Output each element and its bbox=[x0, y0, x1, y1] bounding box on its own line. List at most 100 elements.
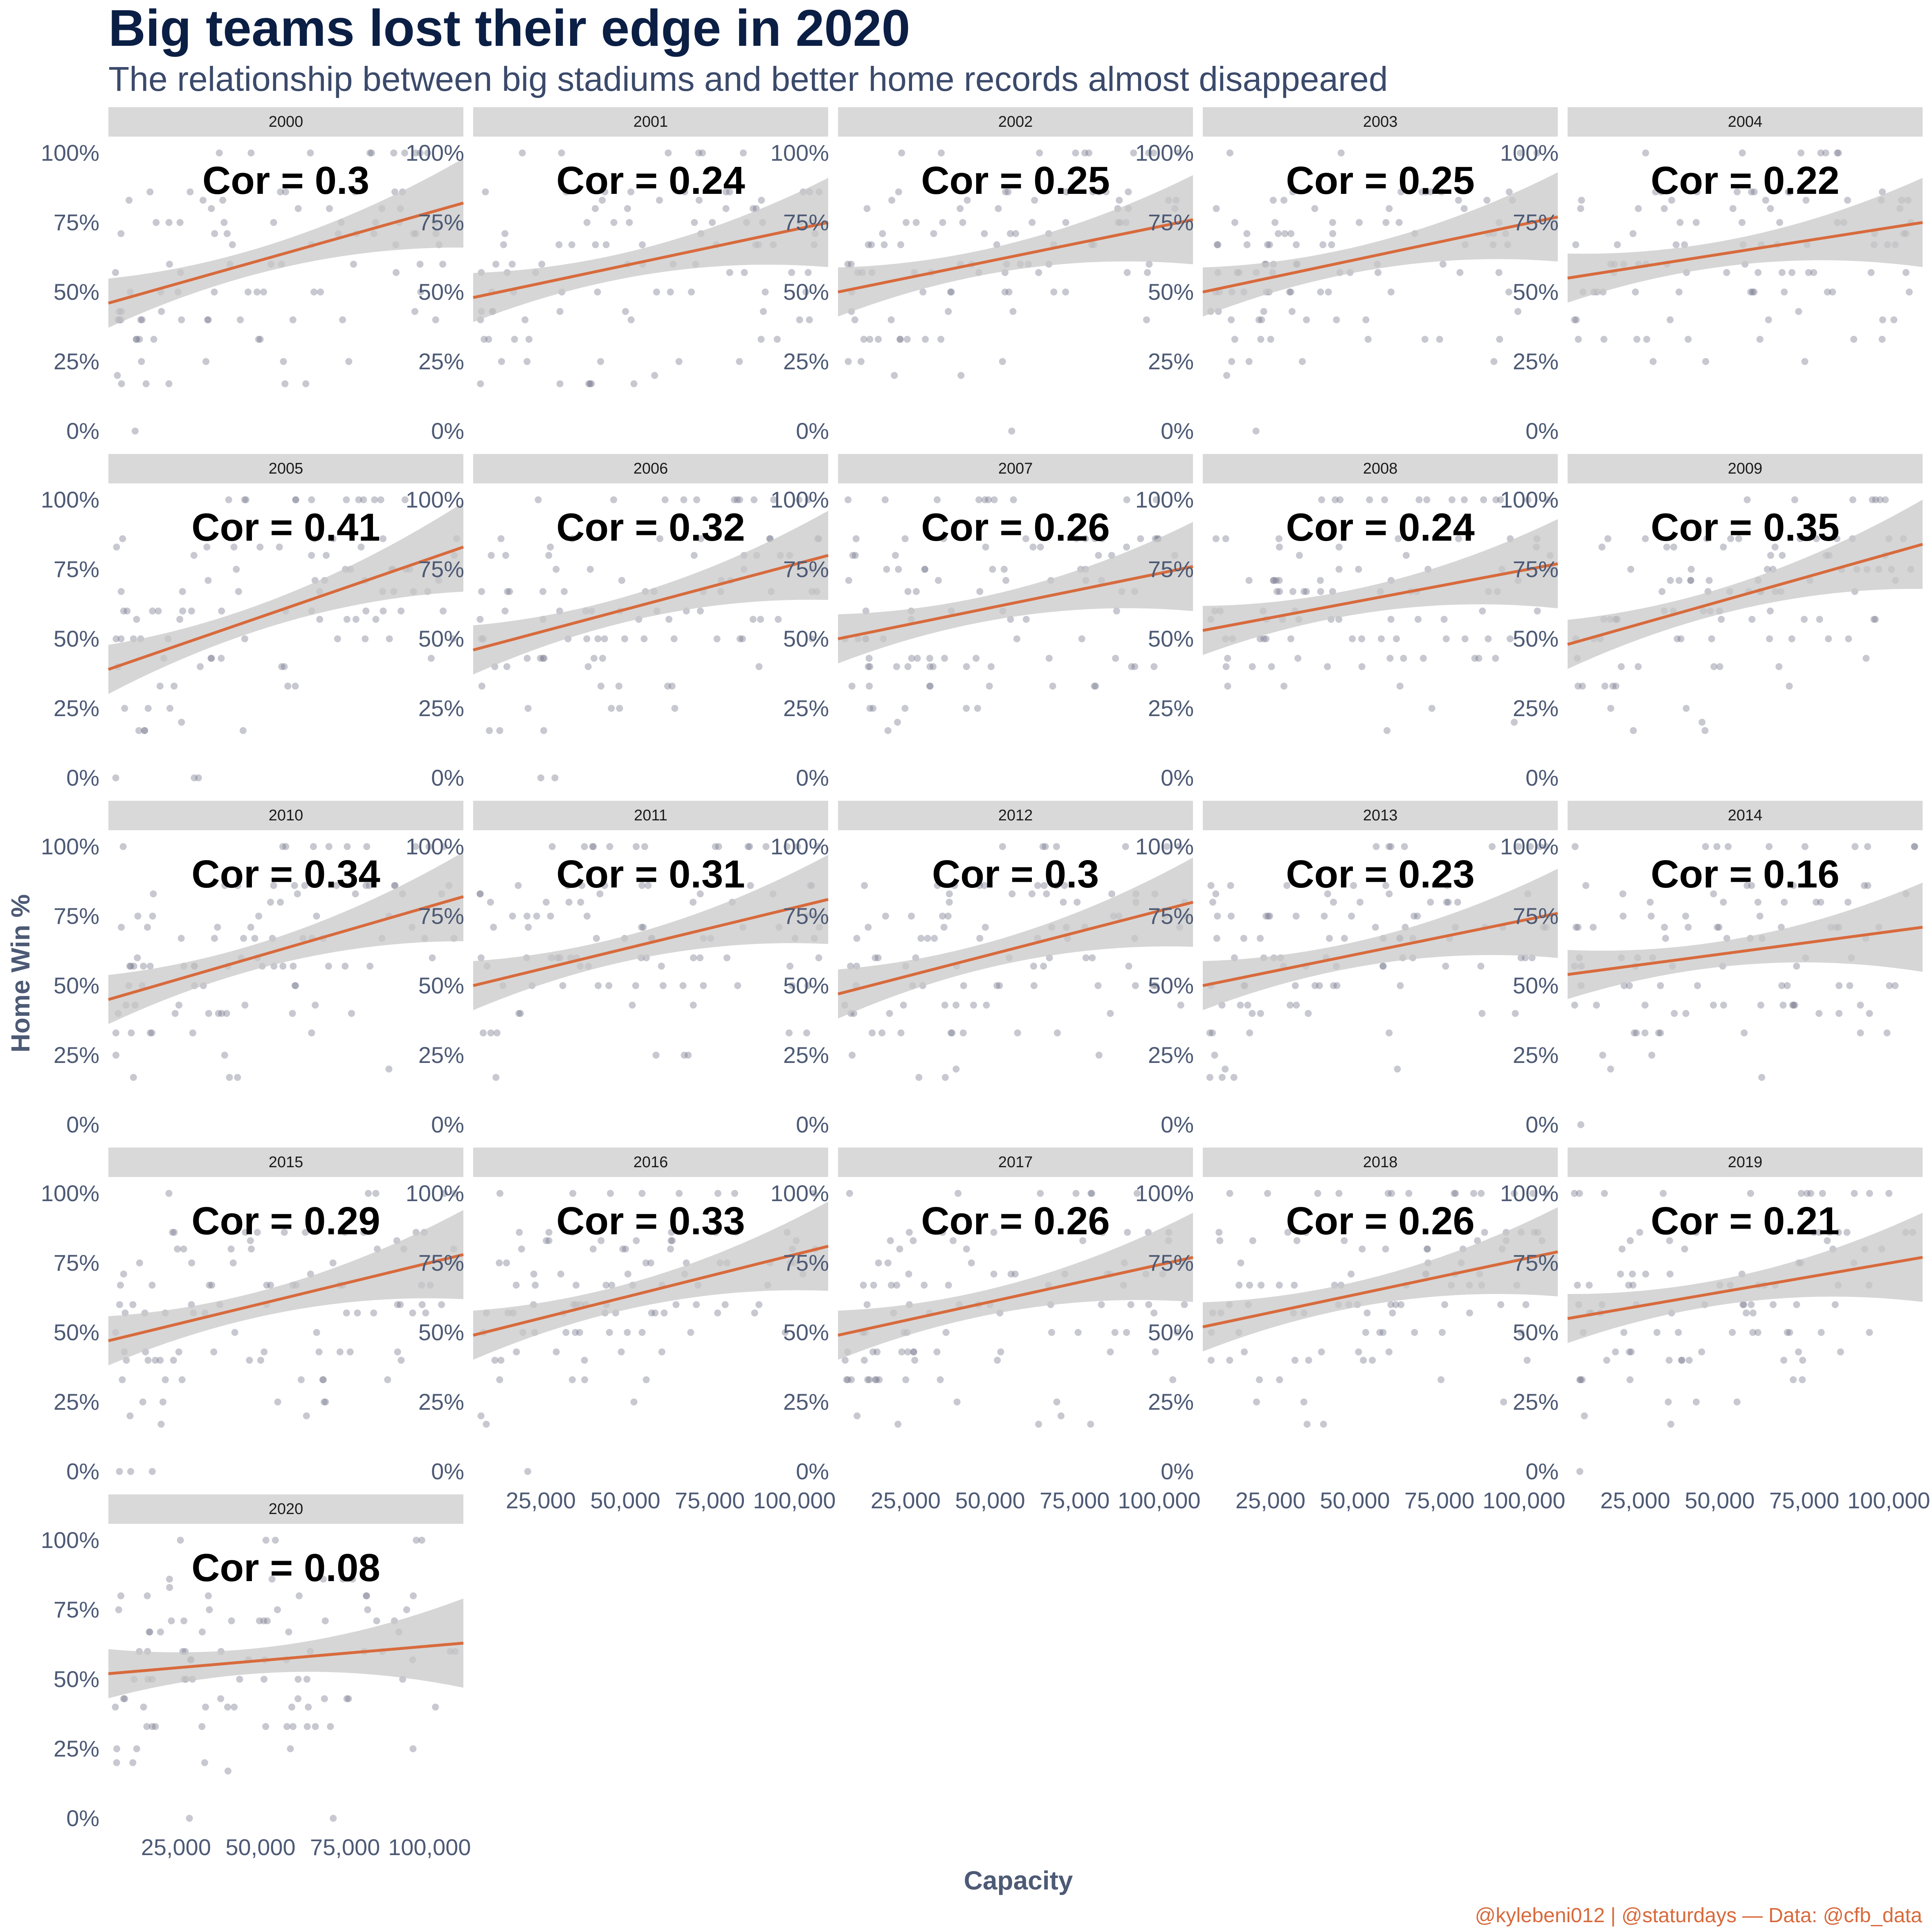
scatter-point bbox=[1544, 496, 1551, 503]
scatter-point bbox=[747, 882, 754, 889]
scatter-point bbox=[664, 683, 672, 690]
scatter-point bbox=[594, 635, 602, 643]
scatter-point bbox=[1107, 1348, 1114, 1356]
scatter-point bbox=[1667, 316, 1674, 323]
scatter-point bbox=[117, 230, 125, 237]
scatter-point bbox=[290, 962, 297, 970]
scatter-point bbox=[607, 1190, 614, 1197]
scatter-point bbox=[723, 954, 731, 962]
scatter-point bbox=[490, 923, 497, 931]
scatter-point bbox=[416, 149, 424, 157]
scatter-point bbox=[897, 241, 904, 248]
scatter-point bbox=[892, 552, 899, 559]
scatter-point bbox=[1053, 882, 1060, 889]
scatter-point bbox=[323, 552, 330, 559]
scatter-point bbox=[1303, 588, 1310, 595]
scatter-point bbox=[1415, 496, 1423, 503]
scatter-point bbox=[866, 1376, 873, 1384]
scatter-point bbox=[736, 496, 744, 503]
scatter-point bbox=[1813, 535, 1820, 542]
y-tick-label: 75% bbox=[783, 903, 829, 929]
scatter-point bbox=[503, 1259, 510, 1267]
scatter-point bbox=[1635, 663, 1642, 670]
scatter-point bbox=[320, 1575, 327, 1583]
scatter-point bbox=[124, 607, 131, 615]
facet-strip bbox=[838, 454, 1193, 483]
scatter-point bbox=[1866, 1329, 1873, 1336]
y-tick-label: 50% bbox=[54, 1666, 99, 1692]
scatter-point bbox=[1263, 912, 1270, 920]
scatter-point bbox=[1514, 308, 1521, 315]
scatter-point bbox=[1657, 1029, 1664, 1037]
scatter-point bbox=[990, 1270, 997, 1278]
trend-line bbox=[1202, 1250, 1558, 1328]
y-tick-label: 25% bbox=[418, 348, 464, 374]
scatter-point bbox=[1257, 1010, 1264, 1017]
scatter-point bbox=[712, 843, 719, 850]
scatter-point bbox=[1253, 1398, 1260, 1406]
scatter-point bbox=[1397, 982, 1404, 989]
scatter-point bbox=[941, 1002, 948, 1009]
scatter-point bbox=[1573, 316, 1580, 323]
scatter-point bbox=[175, 1348, 182, 1356]
scatter-point bbox=[1647, 912, 1655, 920]
confidence-band bbox=[838, 857, 1193, 1019]
scatter-point bbox=[1643, 336, 1650, 343]
scatter-point bbox=[270, 882, 277, 889]
scatter-point bbox=[1318, 1348, 1325, 1356]
scatter-point bbox=[329, 535, 337, 542]
scatter-point bbox=[1281, 230, 1289, 237]
y-tick-label: 25% bbox=[783, 1389, 829, 1415]
scatter-point bbox=[136, 1259, 143, 1267]
scatter-point bbox=[845, 577, 852, 584]
scatter-point bbox=[1287, 230, 1295, 237]
facet-strip bbox=[473, 801, 828, 830]
scatter-point bbox=[362, 607, 370, 615]
scatter-point bbox=[941, 655, 948, 662]
scatter-point bbox=[583, 219, 591, 226]
scatter-point bbox=[296, 1592, 303, 1600]
scatter-point bbox=[1099, 1229, 1106, 1236]
scatter-point bbox=[963, 1245, 970, 1253]
scatter-point bbox=[1871, 616, 1879, 623]
scatter-point bbox=[451, 1190, 458, 1197]
scatter-point bbox=[585, 380, 593, 387]
facet-strip bbox=[838, 107, 1193, 137]
scatter-point bbox=[1627, 566, 1634, 573]
scatter-point bbox=[1620, 912, 1627, 920]
scatter-point bbox=[1131, 663, 1139, 670]
scatter-point bbox=[1095, 188, 1103, 195]
scatter-point bbox=[1152, 982, 1159, 989]
scatter-point bbox=[1289, 588, 1296, 595]
scatter-point bbox=[591, 205, 599, 212]
scatter-point bbox=[1576, 1376, 1584, 1384]
facet-strip bbox=[838, 1148, 1193, 1177]
confidence-band bbox=[473, 177, 828, 322]
scatter-point bbox=[1533, 149, 1541, 157]
scatter-point bbox=[1314, 1190, 1321, 1197]
scatter-point bbox=[736, 358, 743, 365]
scatter-point bbox=[1817, 149, 1824, 157]
scatter-point bbox=[842, 1357, 849, 1364]
scatter-point bbox=[583, 912, 591, 920]
scatter-point bbox=[1082, 535, 1089, 542]
scatter-point bbox=[511, 336, 518, 343]
scatter-point bbox=[904, 1348, 912, 1356]
scatter-point bbox=[413, 1537, 420, 1544]
scatter-point bbox=[1500, 1398, 1507, 1406]
scatter-point bbox=[1001, 288, 1009, 296]
y-tick-label: 0% bbox=[1161, 418, 1194, 444]
scatter-point bbox=[1754, 1329, 1761, 1336]
y-tick-label: 75% bbox=[418, 209, 464, 235]
scatter-point bbox=[1866, 1010, 1873, 1017]
scatter-point bbox=[1575, 336, 1582, 343]
scatter-point bbox=[935, 577, 942, 584]
scatter-point bbox=[1177, 1002, 1184, 1009]
scatter-point bbox=[1754, 899, 1761, 906]
scatter-point bbox=[386, 635, 393, 643]
scatter-point bbox=[866, 663, 874, 670]
scatter-point bbox=[1785, 188, 1792, 195]
scatter-point bbox=[879, 230, 886, 237]
scatter-point bbox=[1577, 205, 1584, 212]
